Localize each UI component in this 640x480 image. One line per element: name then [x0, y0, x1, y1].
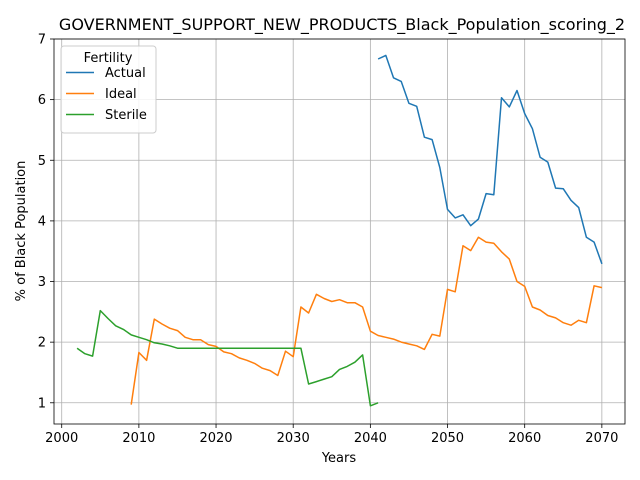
series-line-sterile	[76, 309, 379, 407]
legend-label-ideal: Ideal	[105, 87, 137, 102]
chart-title: GOVERNMENT_SUPPORT_NEW_PRODUCTS_Black_Po…	[59, 15, 625, 35]
x-tick-label: 2050	[431, 431, 464, 446]
axis-ticks: 2000 2010 2020 2030 2040 2050 2060 2070 1 2 3 4 5 6 7	[38, 33, 619, 447]
x-tick-label: 2070	[585, 431, 618, 446]
x-tick-label: 2000	[45, 431, 78, 446]
legend-items: Actual Ideal Sterile	[66, 66, 147, 123]
y-tick-label: 7	[38, 33, 46, 48]
legend-label-sterile: Sterile	[105, 108, 147, 123]
legend-label-actual: Actual	[105, 66, 146, 81]
series-layer	[76, 54, 603, 407]
y-tick-label: 1	[38, 396, 46, 411]
x-tick-label: 2010	[122, 431, 155, 446]
x-axis-label: Years	[321, 451, 357, 466]
x-tick-label: 2030	[277, 431, 310, 446]
legend-box	[60, 45, 157, 134]
x-tick-label: 2020	[199, 431, 232, 446]
y-tick-label: 2	[38, 336, 46, 351]
series-line-ideal	[130, 236, 603, 405]
y-axis-label: % of Black Population	[14, 161, 29, 302]
x-tick-label: 2060	[508, 431, 541, 446]
y-tick-label: 3	[38, 275, 46, 290]
legend: Fertility Actual Ideal Sterile	[60, 45, 157, 134]
y-tick-label: 4	[38, 214, 46, 229]
plot-frame	[53, 38, 626, 425]
y-tick-label: 6	[38, 93, 46, 108]
x-tick-label: 2040	[354, 431, 387, 446]
series-line-actual	[377, 54, 603, 265]
legend-title: Fertility	[84, 51, 133, 66]
y-tick-label: 5	[38, 154, 46, 169]
